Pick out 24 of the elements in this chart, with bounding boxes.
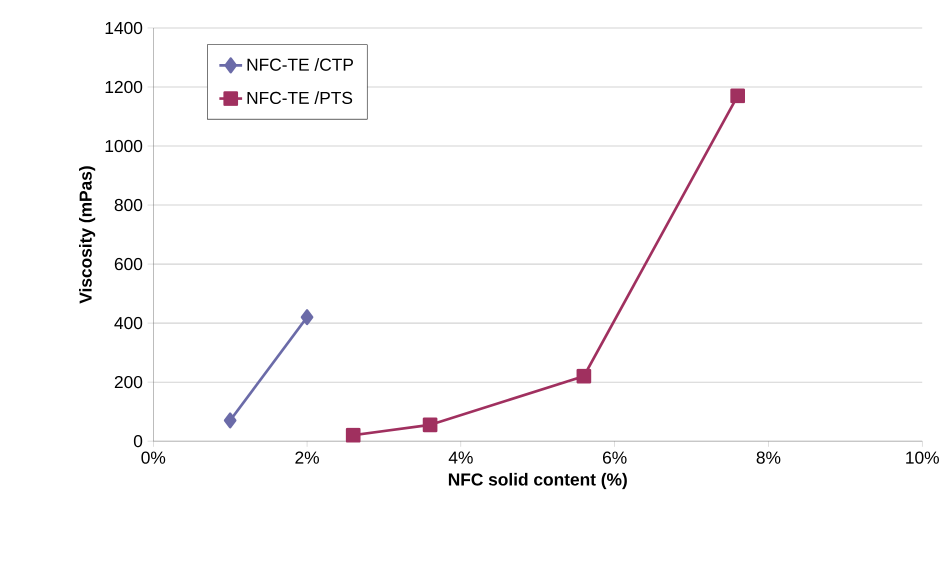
x-tick-label: 2%: [295, 451, 319, 464]
y-tick-label: 1400: [106, 22, 142, 34]
y-tick-label: 0: [134, 434, 142, 448]
x-axis-title: NFC solid content (%): [448, 472, 627, 489]
x-tick-label: 0%: [141, 451, 166, 464]
point: [224, 412, 236, 428]
point: [300, 308, 314, 325]
y-tick-label: 1000: [106, 140, 142, 152]
y-tick-label: 1200: [106, 80, 142, 93]
x-tick-label: 4%: [448, 451, 473, 464]
point: [346, 428, 361, 442]
legend-label: NFC-TE /PTS: [248, 91, 352, 104]
x-tick-label: 10%: [906, 451, 939, 464]
x-tick-label: 6%: [602, 451, 627, 464]
point: [576, 368, 592, 384]
y-tick-label: 600: [114, 258, 142, 270]
legend-label: NFC-TE /CTP: [248, 58, 353, 71]
y-axis-title: Viscosity (mPas): [79, 166, 96, 304]
y-tick-label: 800: [114, 198, 142, 211]
y-tick-label: 400: [114, 316, 142, 330]
y-tick-label: 200: [114, 376, 142, 388]
point: [730, 88, 745, 103]
point: [422, 417, 438, 432]
x-tick-label: 8%: [756, 451, 780, 464]
